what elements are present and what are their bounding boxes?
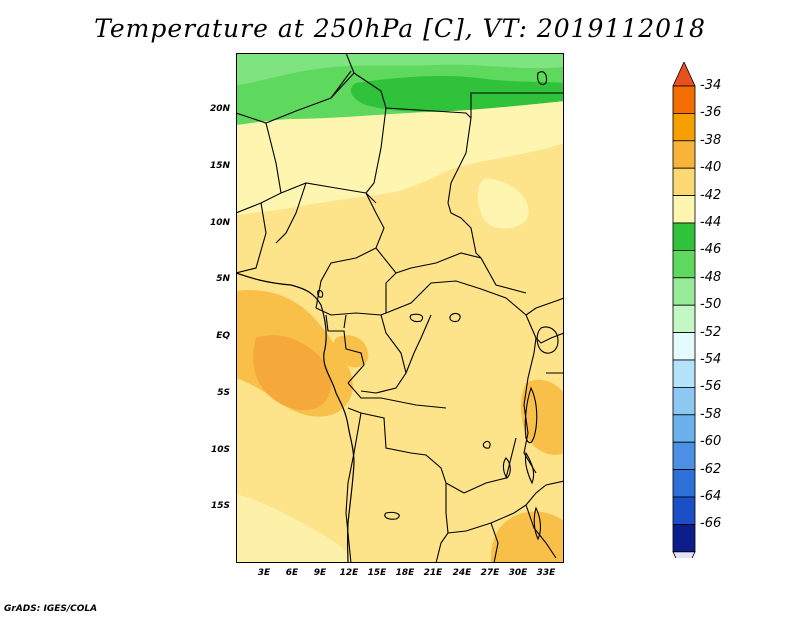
band-minus36-west — [253, 335, 331, 411]
colorbar-tick-label: -38 — [700, 132, 722, 148]
colorbar-swatch — [672, 523, 696, 553]
colorbar-swatch — [672, 304, 696, 333]
colorbar-tick-label: -64 — [700, 489, 722, 504]
lon-tick-label: 30E — [508, 568, 528, 578]
lat-tick-label: 5N — [216, 274, 230, 284]
map-canvas — [236, 53, 564, 563]
colorbar-tick-label: -66 — [700, 516, 722, 532]
colorbar-top-triangle — [672, 62, 696, 87]
lat-tick-label: 20N — [209, 104, 230, 114]
colorbar-tick-label: -52 — [700, 324, 722, 340]
coastline — [236, 272, 355, 563]
colorbar-swatch — [672, 140, 696, 169]
lon-tick-label: 33E — [536, 568, 556, 578]
colorbar-tick-label: -50 — [700, 297, 722, 313]
lon-tick-label: 27E — [480, 568, 500, 578]
colorbar-tick-label: -36 — [700, 105, 722, 121]
band-minus42-patch — [477, 178, 529, 229]
colorbar-swatch — [672, 167, 696, 196]
colorbar-swatch — [672, 386, 696, 416]
map-frame — [236, 53, 564, 563]
lon-tick-label: 21E — [423, 568, 443, 578]
credit-text: GrADS: IGES/COLA — [4, 604, 98, 614]
colorbar-tick-label: -44 — [700, 215, 722, 230]
colorbar-tick-label: -42 — [700, 187, 722, 203]
colorbar-swatch — [672, 414, 696, 443]
colorbar-bottom-triangle — [672, 551, 696, 558]
map-title: Temperature at 250hPa [C], VT: 201911201… — [94, 14, 706, 43]
band-minus42-north — [236, 101, 564, 215]
band-minus38-east — [520, 379, 564, 455]
colorbar-tick-label: -40 — [700, 160, 722, 176]
lat-tick-label: 5S — [217, 388, 230, 398]
colorbar-tick-label: -54 — [700, 352, 722, 367]
lon-tick-label: 3E — [257, 568, 271, 578]
lakes — [317, 71, 559, 541]
colorbar-swatch — [672, 359, 696, 388]
lon-tick-label: 9E — [313, 568, 327, 578]
colorbar-tick-label: -62 — [700, 461, 722, 477]
colorbar-swatch — [672, 277, 696, 306]
lon-tick-label: 24E — [452, 568, 472, 578]
band-minus44-north — [350, 76, 564, 112]
lat-tick-label: 15S — [210, 501, 230, 511]
lat-tick-label: EQ — [216, 331, 230, 341]
lon-tick-label: 18E — [395, 568, 415, 578]
lon-tick-label: 6E — [285, 568, 299, 578]
colorbar-tick-label: -60 — [700, 434, 722, 450]
colorbar-swatch — [672, 113, 696, 142]
colorbar-swatch — [672, 85, 696, 114]
colorbar-swatch — [672, 441, 696, 471]
colorbar-swatch — [672, 249, 696, 279]
colorbar-swatch — [672, 496, 696, 525]
temperature-map — [236, 53, 564, 563]
colorbar-tick-label: -46 — [700, 242, 722, 258]
band-minus42-south — [236, 493, 354, 563]
colorbar-tick-label: -58 — [700, 406, 722, 422]
colorbar-swatch — [672, 222, 696, 251]
colorbar-tick-label: -48 — [700, 269, 722, 285]
colorbar-swatch — [672, 469, 696, 498]
lat-tick-label: 15N — [209, 161, 230, 171]
lat-tick-label: 10N — [209, 218, 230, 228]
band-minus48-north — [236, 53, 564, 85]
country-borders — [236, 53, 564, 563]
lon-tick-label: 12E — [339, 568, 359, 578]
band-minus38-southeast — [490, 511, 564, 563]
colorbar-swatch — [672, 332, 696, 361]
lon-tick-label: 15E — [367, 568, 387, 578]
colorbar-tick-label: -34 — [700, 78, 722, 93]
colorbar-swatch — [672, 195, 696, 224]
lat-tick-label: 10S — [210, 445, 230, 455]
colorbar — [672, 62, 696, 558]
band-minus38-gabon — [333, 335, 369, 368]
colorbar-tick-label: -56 — [700, 379, 722, 395]
